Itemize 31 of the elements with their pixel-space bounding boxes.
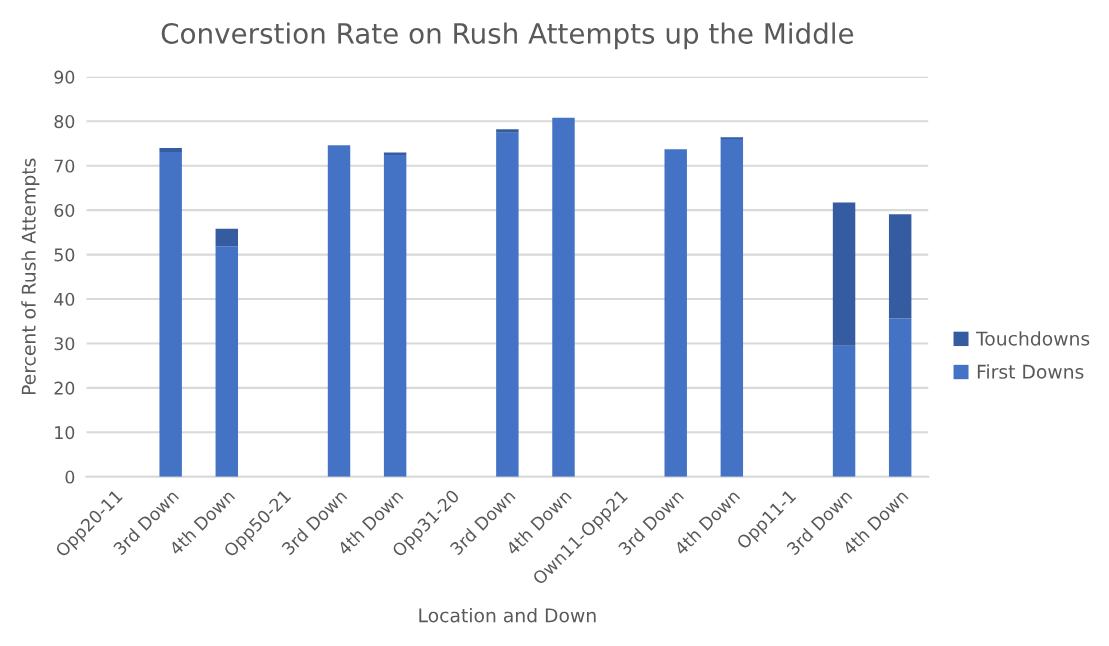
bar — [159, 147, 182, 152]
y-tick-label: 20 — [54, 381, 75, 395]
bar — [496, 129, 519, 133]
y-tick-label: 0 — [65, 470, 75, 484]
y-tick-label: 70 — [54, 159, 75, 173]
bar — [664, 149, 687, 477]
bar — [832, 202, 856, 346]
y-tick-label: 30 — [54, 337, 75, 351]
bar — [552, 117, 575, 477]
y-tick-label: 50 — [54, 248, 75, 262]
bar — [888, 214, 912, 319]
bar — [383, 155, 407, 477]
bar — [159, 151, 182, 477]
y-tick-label: 90 — [54, 70, 75, 84]
x-axis-title: Location and Down — [419, 607, 596, 623]
y-tick-label: 40 — [54, 292, 75, 306]
bar — [720, 139, 744, 477]
chart-title: Converstion Rate on Rush Attempts up the Middle — [161, 22, 854, 50]
y-tick-label: 80 — [54, 115, 75, 129]
bar — [496, 132, 519, 477]
bar — [383, 152, 407, 156]
bar — [327, 145, 351, 477]
legend-label: Touchdowns — [975, 331, 1090, 346]
bar — [832, 345, 856, 477]
bar — [215, 228, 239, 247]
y-tick-label: 60 — [54, 203, 75, 218]
legend-label: First Downs — [977, 364, 1084, 379]
bar — [888, 318, 912, 477]
bar — [215, 246, 239, 477]
y-tick-label: 10 — [55, 426, 75, 440]
y-axis-title: Percent of Rush Attempts — [21, 158, 40, 395]
